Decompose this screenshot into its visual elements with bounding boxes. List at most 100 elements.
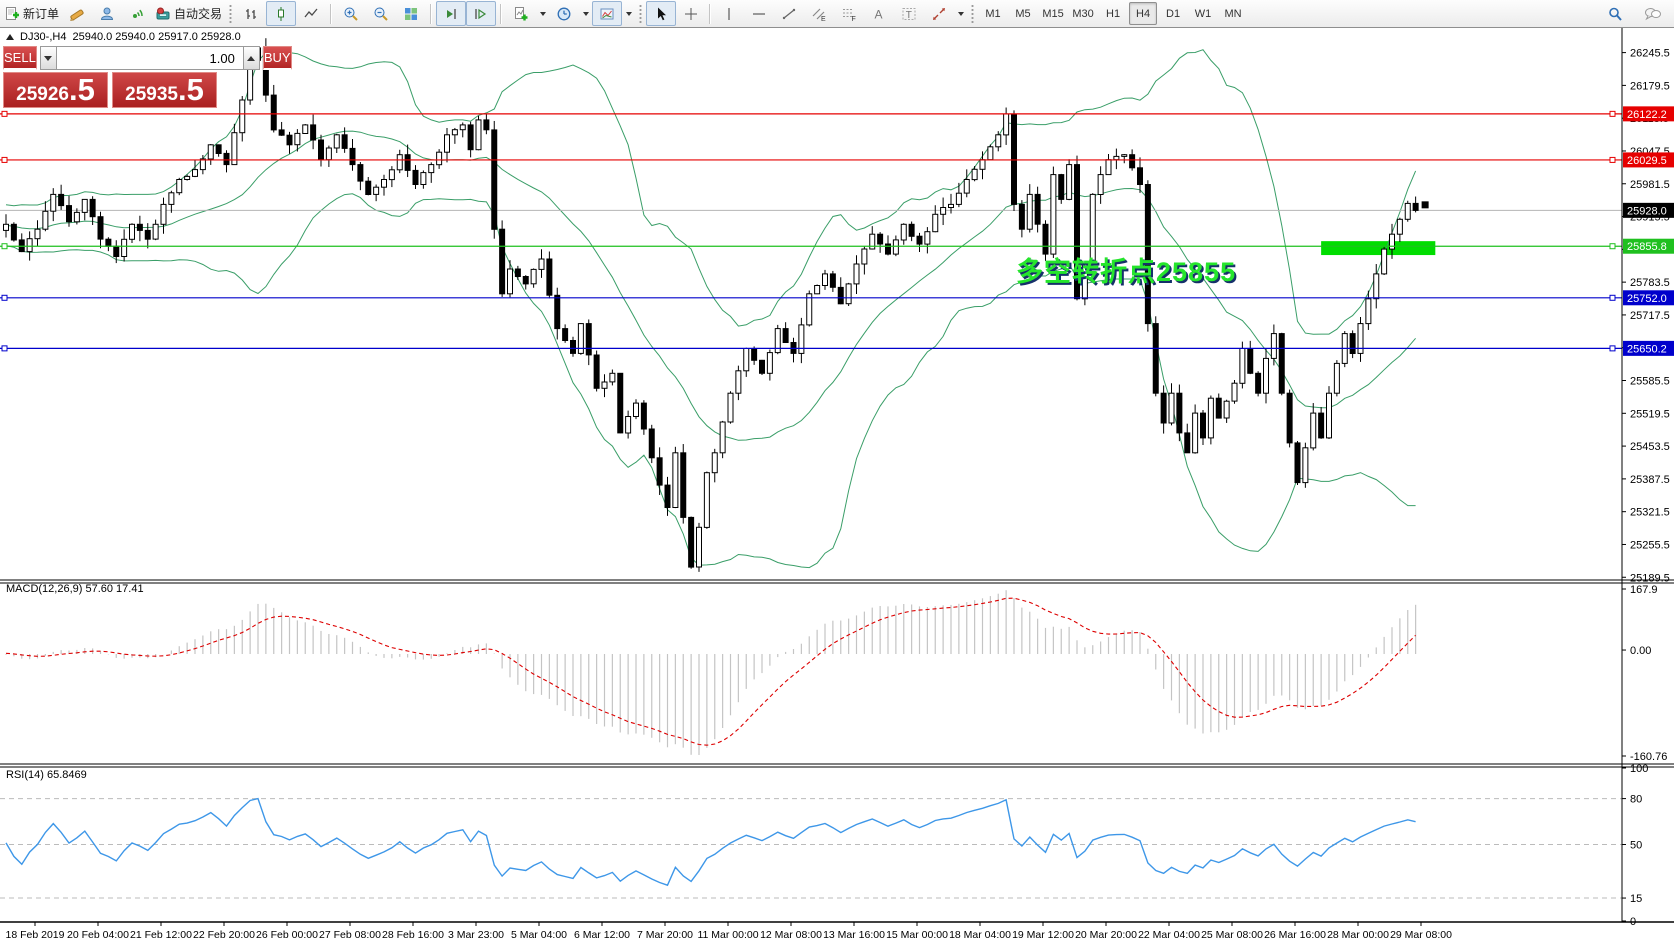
svg-text:20 Mar 20:00: 20 Mar 20:00 (1075, 929, 1137, 941)
timeframe-m30[interactable]: M30 (1072, 7, 1094, 20)
time-axis[interactable]: 18 Feb 2019 20 Feb 04:00 21 Feb 12:00 22 Fe… (6, 922, 1453, 941)
timeframe-m5[interactable]: M5 (1015, 7, 1031, 20)
cursor-icon (653, 6, 669, 22)
zoom-in-button[interactable] (336, 1, 366, 26)
vertical-line-button[interactable] (714, 1, 744, 26)
svg-text:25783.5: 25783.5 (1630, 277, 1670, 289)
text-icon: A (871, 6, 887, 22)
sell-price-main: 25926 (16, 84, 69, 105)
price-axis[interactable]: 26245.526179.526113.526047.525981.525915… (1622, 48, 1674, 928)
chart-shift-button[interactable] (466, 1, 497, 26)
timeframe-m15[interactable]: M15 (1042, 7, 1064, 20)
timeframe-h4[interactable]: H4 (1129, 2, 1158, 25)
candlestick-button[interactable] (266, 1, 297, 26)
macd-label: MACD(12,26,9) 57.60 17.41 (6, 583, 144, 595)
new-order-button[interactable]: 新订单 (1, 1, 62, 26)
svg-text:25189.5: 25189.5 (1630, 572, 1670, 584)
panel-borders (0, 27, 1674, 923)
macd-panel[interactable] (5, 590, 1417, 755)
rsi-label: RSI(14) 65.8469 (6, 769, 87, 781)
buy-price-frac: .5 (177, 72, 204, 107)
chevron-down-icon (582, 11, 589, 16)
svg-text:50: 50 (1630, 840, 1642, 852)
chevron-down-icon (625, 11, 632, 16)
auto-scroll-button[interactable] (436, 1, 467, 26)
volume-increase-button[interactable] (242, 46, 260, 70)
svg-text:7 Mar 20:00: 7 Mar 20:00 (637, 929, 693, 941)
svg-text:28 Feb 16:00: 28 Feb 16:00 (382, 929, 444, 941)
periods-dropdown[interactable] (579, 1, 592, 26)
svg-text:28 Mar 00:00: 28 Mar 00:00 (1327, 929, 1389, 941)
chart-annotation-text[interactable]: 多空转折点25855 (1016, 257, 1237, 287)
crayon-button[interactable] (62, 1, 92, 26)
label-button[interactable]: T (894, 1, 924, 26)
templates-button[interactable] (592, 1, 623, 26)
buy-price-main: 25935 (125, 84, 178, 105)
tile-windows-button[interactable] (396, 1, 426, 26)
candlestick-icon (273, 6, 289, 22)
ohlc-readout: 25940.0 25940.0 25917.0 25928.0 (72, 31, 241, 43)
svg-text:25752.0: 25752.0 (1627, 293, 1667, 305)
svg-text:25585.5: 25585.5 (1630, 376, 1670, 388)
chat-button[interactable] (1638, 1, 1668, 26)
price-chart-panel[interactable] (0, 38, 1622, 572)
volume-input[interactable] (56, 46, 243, 70)
collapse-triangle-icon[interactable] (6, 34, 14, 40)
channel-button[interactable]: E (804, 1, 834, 26)
text-button[interactable]: A (864, 1, 894, 26)
trendline-button[interactable] (774, 1, 804, 26)
timeframe-h1[interactable]: H1 (1106, 7, 1121, 20)
profile-button[interactable] (92, 1, 122, 26)
svg-text:3 Mar 23:00: 3 Mar 23:00 (448, 929, 504, 941)
line-chart-icon (303, 6, 319, 22)
svg-text:F: F (852, 16, 856, 22)
svg-text:27 Feb 08:00: 27 Feb 08:00 (319, 929, 381, 941)
chart-canvas[interactable]: 26245.526179.526113.526047.525981.525915… (0, 27, 1674, 949)
main-toolbar: 新订单 自动交易 (0, 0, 1674, 28)
arrows-dropdown[interactable] (954, 1, 967, 26)
indicators-dropdown[interactable] (536, 1, 549, 26)
timeframe-d1[interactable]: D1 (1166, 7, 1181, 20)
zoom-out-button[interactable] (366, 1, 396, 26)
search-button[interactable] (1600, 1, 1630, 26)
crayon-icon (69, 6, 85, 22)
arrows-button[interactable] (924, 1, 954, 26)
chevron-down-icon (957, 11, 964, 16)
line-chart-button[interactable] (296, 1, 326, 26)
svg-text:26 Feb 00:00: 26 Feb 00:00 (256, 929, 318, 941)
periods-button[interactable] (549, 1, 579, 26)
sell-price-display[interactable]: 25926.5 (3, 72, 108, 108)
profile-icon (99, 6, 115, 22)
svg-text:6 Mar 12:00: 6 Mar 12:00 (574, 929, 630, 941)
new-order-label: 新订单 (23, 7, 60, 21)
fibonacci-button[interactable]: F (834, 1, 864, 26)
chart-title-bar: DJ30-,H4 25940.0 25940.0 25917.0 25928.0 (6, 31, 241, 43)
toolbar-group-zoom (335, 0, 427, 27)
svg-text:25855.8: 25855.8 (1627, 241, 1667, 253)
templates-dropdown[interactable] (622, 1, 635, 26)
timeframe-w1[interactable]: W1 (1194, 7, 1212, 20)
cursor-button[interactable] (646, 1, 677, 26)
timeframe-mn[interactable]: MN (1224, 7, 1242, 20)
horizontal-line-button[interactable] (744, 1, 774, 26)
svg-text:25650.2: 25650.2 (1627, 343, 1667, 355)
indicators-button[interactable] (506, 1, 536, 26)
rsi-panel[interactable] (0, 797, 1622, 899)
svg-text:26 Mar 16:00: 26 Mar 16:00 (1264, 929, 1326, 941)
sell-button[interactable]: SELL (3, 46, 37, 70)
toolbar-separator (330, 3, 333, 24)
sell-price-frac: .5 (68, 72, 95, 107)
svg-text:25 Mar 08:00: 25 Mar 08:00 (1201, 929, 1263, 941)
auto-trading-button[interactable]: 自动交易 (152, 1, 225, 26)
horizontal-line-icon (751, 6, 767, 22)
crosshair-button[interactable] (676, 1, 706, 26)
timeframe-m1[interactable]: M1 (985, 7, 1001, 20)
buy-button[interactable]: BUY (262, 46, 292, 70)
volume-decrease-button[interactable] (39, 46, 57, 70)
auto-scroll-icon (443, 6, 459, 22)
toolbar-group-objects: E F A T (645, 0, 968, 27)
svg-text:25387.5: 25387.5 (1630, 474, 1670, 486)
bar-chart-button[interactable] (236, 1, 266, 26)
buy-price-display[interactable]: 25935.5 (112, 72, 217, 108)
signal-button[interactable] (122, 1, 152, 26)
